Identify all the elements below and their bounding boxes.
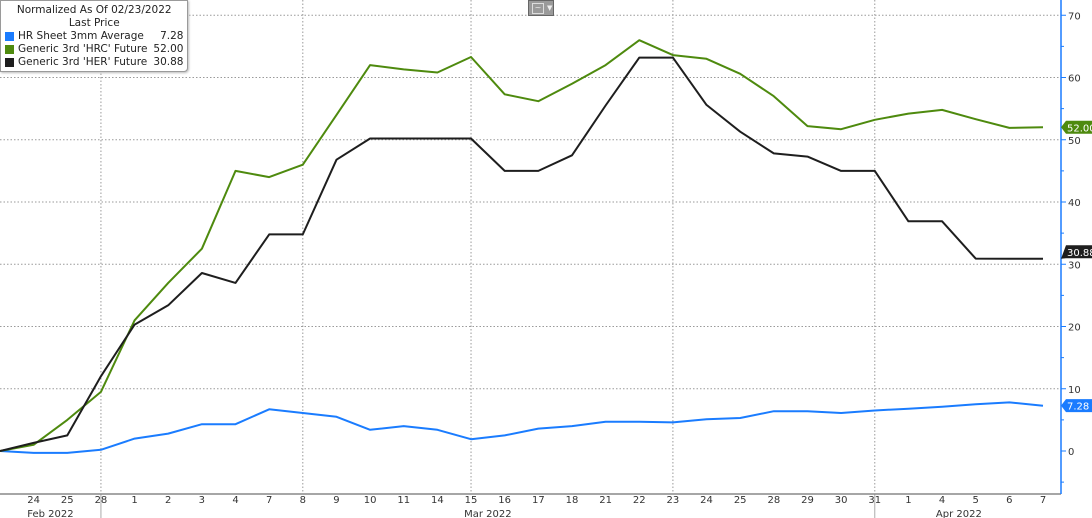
legend-item: Generic 3rd 'HRC' Future 52.00 xyxy=(5,43,183,56)
x-tick-label: 24 xyxy=(27,495,40,506)
legend-label: HR Sheet 3mm Average xyxy=(18,30,144,42)
x-tick-label: 15 xyxy=(465,495,478,506)
month-label: Apr 2022 xyxy=(936,509,982,518)
legend-title: Normalized As Of 02/23/2022 xyxy=(16,4,172,16)
x-tick-label: 28 xyxy=(767,495,780,506)
legend-value: 7.28 xyxy=(160,30,184,42)
y-tick-label: 50 xyxy=(1068,136,1081,147)
x-tick-label: 18 xyxy=(566,495,579,506)
last-value-tag-bg xyxy=(1061,399,1092,413)
x-tick-label: 7 xyxy=(266,495,272,506)
y-tick-label: 40 xyxy=(1068,198,1081,209)
y-tick-label: 0 xyxy=(1068,447,1074,458)
legend-swatch xyxy=(5,32,14,41)
last-value-tag-bg xyxy=(1061,245,1092,259)
month-label: Mar 2022 xyxy=(464,509,512,518)
x-tick-label: 4 xyxy=(939,495,945,506)
x-tick-label: 28 xyxy=(95,495,108,506)
legend-item: Generic 3rd 'HER' Future 30.88 xyxy=(5,56,183,69)
last-value-tag: 30.88 xyxy=(1061,245,1092,259)
x-tick-label: 24 xyxy=(700,495,713,506)
legend-swatch xyxy=(5,58,14,67)
y-tick-label: 10 xyxy=(1068,385,1081,396)
x-tick-label: 25 xyxy=(734,495,747,506)
y-tick-label: 30 xyxy=(1068,260,1081,271)
x-tick-label: 23 xyxy=(667,495,680,506)
x-tick-label: 10 xyxy=(364,495,377,506)
legend-value: 30.88 xyxy=(153,56,184,68)
x-tick-label: 5 xyxy=(973,495,979,506)
x-tick-label: 29 xyxy=(801,495,814,506)
legend-value: 52.00 xyxy=(153,43,184,55)
y-tick-label: 70 xyxy=(1068,11,1081,22)
x-tick-label: 4 xyxy=(232,495,238,506)
y-tick-label: 60 xyxy=(1068,74,1081,85)
last-value-tag: 52.00 xyxy=(1061,120,1092,134)
line-chart-icon: ~ xyxy=(532,2,544,14)
x-tick-label: 6 xyxy=(1006,495,1012,506)
x-tick-label: 14 xyxy=(431,495,444,506)
legend-item: HR Sheet 3mm Average 7.28 xyxy=(5,30,183,43)
x-tick-label: 16 xyxy=(498,495,511,506)
legend-swatch xyxy=(5,45,14,54)
last-value-label: 7.28 xyxy=(1067,402,1089,413)
x-tick-label: 9 xyxy=(333,495,339,506)
series-line xyxy=(0,56,1043,452)
legend-label: Generic 3rd 'HER' Future xyxy=(18,56,148,68)
x-tick-label: 1 xyxy=(905,495,911,506)
x-tick-label: 17 xyxy=(532,495,545,506)
series-line xyxy=(0,401,1044,454)
legend-label: Generic 3rd 'HRC' Future xyxy=(18,43,148,55)
chart-type-button[interactable]: ~ ▼ xyxy=(528,0,554,16)
chevron-down-icon: ▼ xyxy=(547,4,553,12)
x-tick-label: 7 xyxy=(1040,495,1046,506)
legend-subtitle: Last Price xyxy=(68,17,120,29)
last-value-tag: 7.28 xyxy=(1061,399,1092,413)
chart-legend: Normalized As Of 02/23/2022 Last Price H… xyxy=(0,0,189,72)
x-tick-label: 22 xyxy=(633,495,646,506)
x-tick-label: 1 xyxy=(131,495,137,506)
month-label: Feb 2022 xyxy=(27,509,73,518)
x-tick-label: 25 xyxy=(61,495,74,506)
last-value-tag-bg xyxy=(1061,120,1092,134)
x-tick-label: 3 xyxy=(199,495,205,506)
x-tick-label: 11 xyxy=(397,495,410,506)
last-value-label: 30.88 xyxy=(1067,248,1092,259)
x-tick-label: 31 xyxy=(868,495,881,506)
series-line xyxy=(0,39,1044,452)
y-tick-label: 20 xyxy=(1068,323,1081,334)
x-tick-label: 2 xyxy=(165,495,171,506)
x-tick-label: 21 xyxy=(599,495,612,506)
last-value-label: 52.00 xyxy=(1067,123,1092,134)
x-tick-label: 30 xyxy=(835,495,848,506)
x-tick-label: 8 xyxy=(300,495,306,506)
